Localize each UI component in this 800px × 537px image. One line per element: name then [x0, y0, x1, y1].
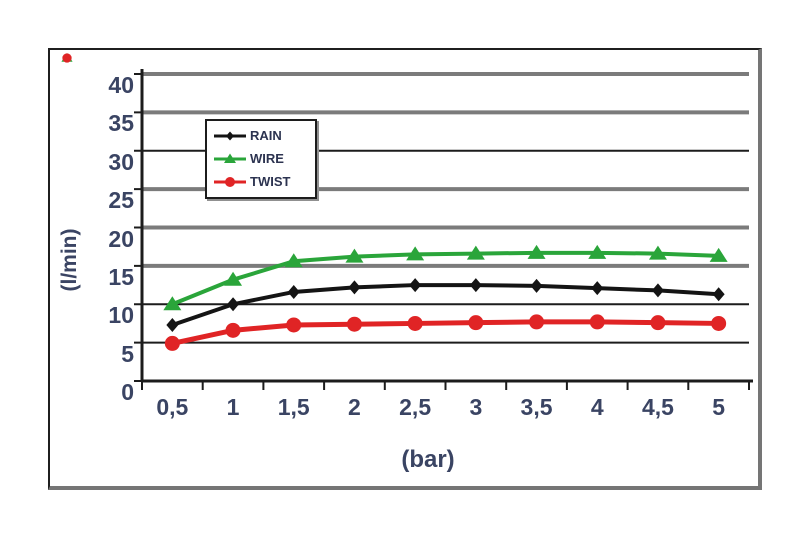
y-tick-label: 15 [108, 263, 134, 290]
triangle-marker-icon [163, 296, 182, 311]
circle-marker-icon [62, 53, 72, 63]
legend-label-twist: TWIST [250, 174, 291, 189]
diamond-marker-icon [530, 278, 543, 293]
diamond-marker-icon [409, 278, 422, 293]
diamond-marker-icon [469, 278, 482, 293]
diamond-marker-icon [712, 287, 725, 302]
twist-legend-marker-icon [214, 176, 246, 187]
x-tick-label: 5 [712, 394, 726, 420]
diamond-marker-icon [166, 317, 179, 332]
wire-legend-marker-icon [214, 153, 246, 163]
triangle-marker-icon [406, 246, 425, 261]
legend-item-wire: WIRE [213, 147, 315, 170]
y-tick-label: 10 [108, 302, 134, 329]
triangle-up-icon [224, 153, 236, 163]
circle-marker-icon [589, 314, 605, 330]
circle-marker-icon [650, 315, 666, 331]
triangle-marker-icon [709, 247, 728, 262]
circle-marker-icon [529, 314, 545, 330]
rain-legend-marker-icon [214, 131, 246, 140]
x-tick-label: 4 [590, 394, 604, 420]
diamond-marker-icon [651, 283, 664, 298]
diamond-marker-icon [227, 297, 240, 312]
triangle-marker-icon [466, 245, 485, 260]
triangle-marker-icon [224, 271, 243, 286]
y-tick-label: 20 [108, 225, 134, 252]
x-tick-label: 1 [226, 394, 240, 420]
diamond-marker-icon [591, 281, 604, 296]
chart-plot-area [61, 53, 753, 390]
circle-marker-icon [164, 335, 180, 351]
y-axis-title: (l/min) [58, 228, 81, 292]
x-tick-label: 3 [469, 394, 483, 420]
circle-marker-icon [286, 317, 302, 333]
x-axis-title: (bar) [401, 446, 455, 473]
x-tick-label: 0,5 [156, 394, 189, 420]
legend-label-wire: WIRE [250, 151, 284, 166]
circle-icon [225, 176, 235, 187]
legend: RAIN WIRE TWIST [205, 119, 317, 199]
circle-marker-icon [346, 316, 362, 332]
x-tick-label: 1,5 [277, 394, 310, 420]
triangle-marker-icon [527, 244, 546, 259]
y-tick-label: 40 [108, 72, 134, 98]
y-tick-label: 5 [121, 340, 134, 367]
triangle-marker-icon [345, 248, 364, 263]
rain-series-line [171, 283, 719, 327]
legend-label-rain: RAIN [250, 128, 282, 143]
twist-series-line [171, 319, 719, 346]
wire-series-line [171, 250, 719, 307]
triangle-marker-icon [588, 244, 607, 259]
circle-marker-icon [225, 322, 241, 338]
y-tick-label: 0 [121, 379, 134, 405]
y-tick-label: 25 [108, 187, 134, 214]
legend-item-rain: RAIN [213, 124, 315, 147]
diamond-icon [226, 131, 234, 140]
diamond-marker-icon [287, 284, 300, 299]
triangle-marker-icon [648, 245, 667, 260]
circle-marker-icon [407, 315, 423, 331]
chart-figure: 0 5 10 15 20 25 30 35 40 0,5 1 1,5 2 2,5 3 3,5 4 4,5 5 (l… [48, 48, 762, 490]
diamond-marker-icon [348, 280, 361, 295]
circle-marker-icon [468, 315, 484, 331]
legend-item-twist: TWIST [213, 170, 315, 193]
x-tick-label: 2,5 [399, 394, 432, 420]
y-tick-label: 30 [108, 148, 134, 175]
y-tick-label: 35 [108, 110, 134, 137]
circle-marker-icon [711, 315, 727, 331]
x-tick-label: 3,5 [520, 394, 553, 420]
triangle-marker-icon [284, 253, 303, 268]
x-tick-label: 2 [348, 394, 361, 420]
x-tick-label: 4,5 [641, 394, 674, 420]
